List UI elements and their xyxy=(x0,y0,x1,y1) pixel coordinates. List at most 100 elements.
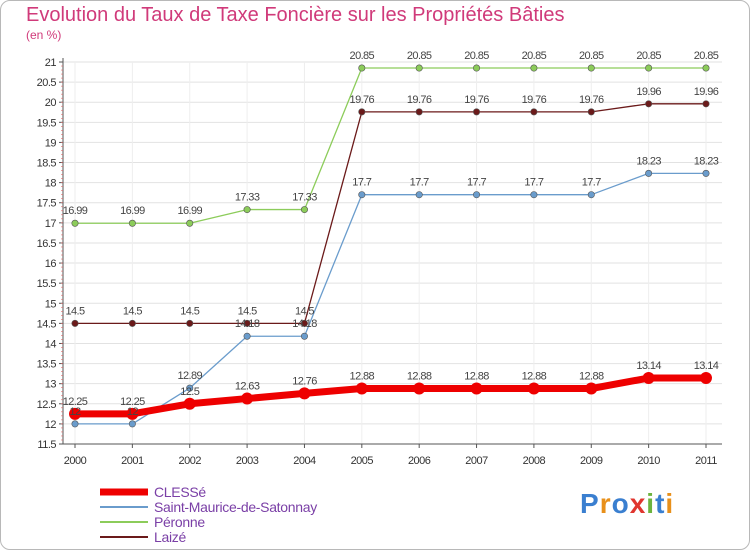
legend-label: Saint-Maurice-de-Satonnay xyxy=(154,499,317,515)
data-label-laiz-: 19.76 xyxy=(522,94,547,106)
x-tick-label: 2007 xyxy=(465,455,488,467)
chart-subtitle: (en %) xyxy=(26,28,62,42)
data-label-p-ronne: 20.85 xyxy=(694,50,719,62)
data-label-saint-maurice-de-satonnay: 17.7 xyxy=(352,177,371,189)
data-label-laiz-: 19.76 xyxy=(407,94,432,106)
data-label-laiz-: 14.5 xyxy=(65,305,84,317)
data-label-saint-maurice-de-satonnay: 18.23 xyxy=(636,155,661,167)
data-label-p-ronne: 16.99 xyxy=(120,205,145,217)
data-label-laiz-: 14.5 xyxy=(238,305,257,317)
series-line-laiz- xyxy=(75,103,706,325)
y-tick-label: 12.5 xyxy=(37,399,57,411)
x-tick-label: 2010 xyxy=(637,455,660,467)
data-label-cless-: 12.25 xyxy=(63,396,88,408)
data-point-cless- xyxy=(355,382,368,395)
data-point-p-ronne xyxy=(358,64,366,72)
data-label-p-ronne: 20.85 xyxy=(522,50,547,62)
data-label-cless-: 13.14 xyxy=(636,360,661,372)
data-point-p-ronne xyxy=(645,64,653,72)
data-label-cless-: 12.63 xyxy=(235,381,260,393)
data-label-laiz-: 14.5 xyxy=(295,305,314,317)
data-point-cless- xyxy=(413,382,426,395)
y-tick-label: 19 xyxy=(45,137,57,149)
y-tick-label: 13 xyxy=(45,379,57,391)
x-tick-label: 2001 xyxy=(121,455,144,467)
legend-label: Péronne xyxy=(154,514,205,530)
data-point-cless- xyxy=(241,392,254,405)
y-tick-label: 21 xyxy=(45,57,57,69)
data-label-cless-: 12.76 xyxy=(292,375,317,387)
data-label-laiz-: 14.5 xyxy=(180,305,199,317)
y-tick-label: 20.5 xyxy=(37,77,57,89)
data-point-saint-maurice-de-satonnay xyxy=(300,332,308,340)
y-tick-label: 16.5 xyxy=(37,238,57,250)
data-point-p-ronne xyxy=(71,219,79,227)
data-point-p-ronne xyxy=(128,219,136,227)
x-tick-label: 2011 xyxy=(695,455,717,467)
data-point-cless- xyxy=(642,372,655,385)
data-label-cless-: 12.88 xyxy=(579,371,604,383)
legend-label: Laizé xyxy=(154,529,186,545)
data-label-cless-: 12.88 xyxy=(522,371,547,383)
data-point-saint-maurice-de-satonnay xyxy=(71,420,79,428)
data-point-saint-maurice-de-satonnay xyxy=(645,169,653,177)
y-tick-label: 15.5 xyxy=(37,278,57,290)
data-label-cless-: 12.88 xyxy=(407,371,432,383)
data-point-saint-maurice-de-satonnay xyxy=(186,384,194,392)
data-label-laiz-: 19.76 xyxy=(464,94,489,106)
x-tick-label: 2008 xyxy=(523,455,546,467)
data-label-cless-: 13.14 xyxy=(694,360,719,372)
data-point-saint-maurice-de-satonnay xyxy=(128,420,136,428)
data-point-cless- xyxy=(700,372,712,385)
data-point-cless- xyxy=(298,387,311,400)
data-point-cless- xyxy=(183,397,196,410)
data-point-laiz- xyxy=(645,100,653,108)
data-point-saint-maurice-de-satonnay xyxy=(415,191,423,199)
legend-label: CLESSé xyxy=(154,484,206,500)
data-point-p-ronne xyxy=(530,64,538,72)
data-label-saint-maurice-de-satonnay: 12 xyxy=(127,406,139,418)
data-label-cless-: 12.88 xyxy=(350,371,375,383)
data-label-p-ronne: 17.33 xyxy=(235,192,260,204)
series-line-cless- xyxy=(75,374,706,418)
data-label-p-ronne: 16.99 xyxy=(177,205,202,217)
y-tick-label: 11.5 xyxy=(37,439,56,451)
data-label-p-ronne: 20.85 xyxy=(464,50,489,62)
data-label-saint-maurice-de-satonnay: 14.18 xyxy=(235,318,260,330)
data-label-cless-: 12.88 xyxy=(464,371,489,383)
data-point-saint-maurice-de-satonnay xyxy=(243,332,251,340)
data-point-cless- xyxy=(527,382,540,395)
chart-title: Evolution du Taux de Taxe Foncière sur l… xyxy=(26,4,565,26)
data-point-laiz- xyxy=(587,108,595,116)
data-point-p-ronne xyxy=(186,219,194,227)
data-point-p-ronne xyxy=(473,64,481,72)
y-tick-label: 19.5 xyxy=(37,117,57,129)
data-label-saint-maurice-de-satonnay: 17.7 xyxy=(467,177,486,189)
data-point-saint-maurice-de-satonnay xyxy=(358,191,366,199)
data-label-saint-maurice-de-satonnay: 14.18 xyxy=(292,318,317,330)
data-point-saint-maurice-de-satonnay xyxy=(702,169,710,177)
data-point-p-ronne xyxy=(587,64,595,72)
x-tick-label: 2002 xyxy=(178,455,201,467)
data-label-p-ronne: 17.33 xyxy=(292,192,317,204)
data-label-saint-maurice-de-satonnay: 17.7 xyxy=(582,177,601,189)
x-tick-label: 2003 xyxy=(236,455,259,467)
data-label-p-ronne: 16.99 xyxy=(63,205,88,217)
data-label-saint-maurice-de-satonnay: 12 xyxy=(69,406,81,418)
data-point-cless- xyxy=(585,382,598,395)
data-point-p-ronne xyxy=(300,206,308,214)
data-label-p-ronne: 20.85 xyxy=(350,50,375,62)
data-point-cless- xyxy=(470,382,483,395)
data-point-saint-maurice-de-satonnay xyxy=(473,191,481,199)
data-point-laiz- xyxy=(128,319,136,327)
data-point-saint-maurice-de-satonnay xyxy=(530,191,538,199)
data-point-p-ronne xyxy=(243,206,251,214)
y-tick-label: 15 xyxy=(45,298,57,310)
y-tick-label: 20 xyxy=(45,97,57,109)
data-label-laiz-: 19.76 xyxy=(350,94,375,106)
data-point-p-ronne xyxy=(415,64,423,72)
data-point-laiz- xyxy=(243,319,251,327)
proxiti-logo: Proxiti xyxy=(580,488,675,519)
